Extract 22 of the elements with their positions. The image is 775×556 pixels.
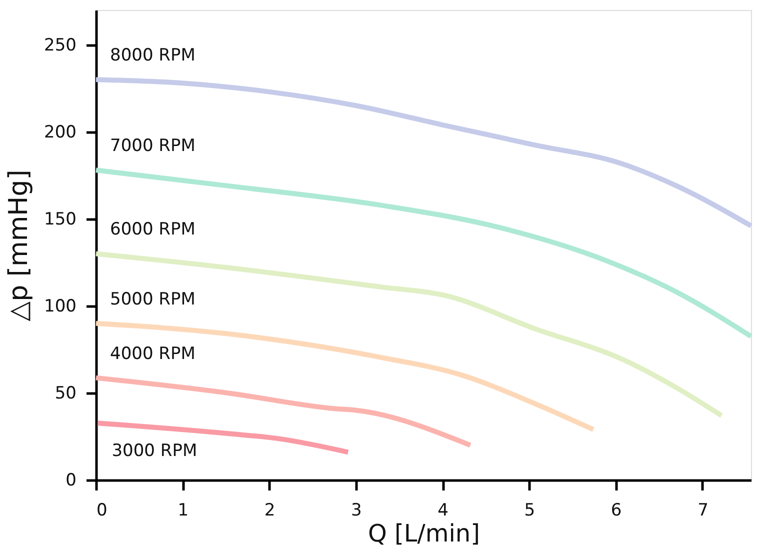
x-axis-title: Q [L/min] [368,520,480,548]
x-tick-label: 6 [610,500,622,520]
series-label: 5000 RPM [110,289,196,310]
y-tick-label: 200 [44,122,76,142]
series-label: 6000 RPM [110,220,196,240]
y-tick-label: 0 [66,470,76,490]
x-tick-label: 3 [351,500,362,520]
y-tick-label: 250 [44,35,76,56]
x-tick-label: 2 [264,500,276,520]
x-tick-label: 5 [524,500,536,520]
series-label: 3000 RPM [112,441,198,462]
y-axis-title: △p [mmHg] [4,170,34,322]
series-label: 7000 RPM [110,136,196,156]
y-tick-label: 100 [44,296,76,316]
y-tick-label: 50 [54,383,76,404]
x-tick-label: 7 [698,500,708,520]
series-label: 4000 RPM [110,344,196,364]
x-tick-label: 0 [96,500,108,520]
series-label: 8000 RPM [110,46,196,66]
y-tick-label: 150 [44,209,76,230]
x-tick-label: 1 [178,500,189,520]
x-tick-label: 4 [438,500,448,520]
